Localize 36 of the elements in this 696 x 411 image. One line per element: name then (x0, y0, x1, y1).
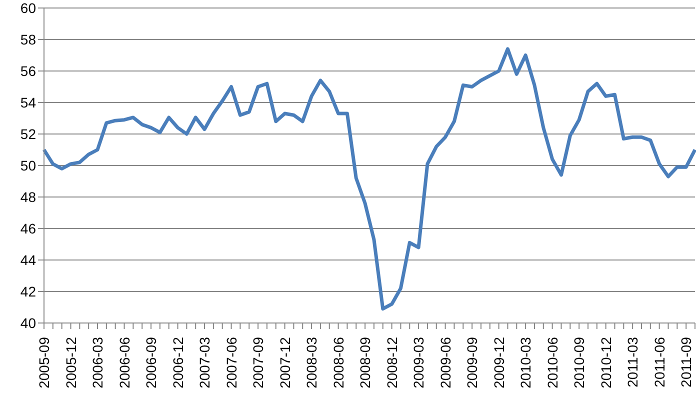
x-tick-label: 2009-09 (464, 336, 480, 388)
x-tick-label: 2011-06 (651, 336, 668, 388)
y-tick-label: 40 (20, 314, 36, 331)
x-tick-label: 2008-06 (330, 336, 346, 388)
x-tick-label: 2005-12 (62, 336, 79, 388)
x-tick-label: 2010-09 (571, 336, 588, 388)
x-tick-label: 2008-09 (357, 336, 374, 388)
y-tick-label: 60 (20, 0, 36, 16)
y-tick-label: 46 (20, 220, 36, 236)
y-tick-label: 56 (20, 62, 36, 79)
x-tick-label: 2007-12 (276, 336, 293, 388)
x-tick-label: 2010-06 (544, 336, 560, 388)
x-tick-label: 2006-06 (116, 336, 132, 388)
x-tick-label: 2006-12 (170, 336, 186, 388)
x-tick-label: 2008-12 (384, 336, 400, 388)
x-tick-label: 2011-03 (624, 336, 641, 388)
y-tick-label: 42 (20, 283, 36, 300)
x-tick-label: 2007-06 (223, 336, 240, 388)
y-tick-label: 48 (20, 188, 36, 205)
x-tick-label: 2010-12 (598, 336, 614, 388)
x-tick-label: 2007-09 (250, 336, 266, 388)
x-tick-label: 2006-03 (90, 336, 106, 388)
x-tick-label: 2009-12 (490, 336, 507, 388)
y-tick-label: 54 (20, 94, 36, 110)
x-tick-label: 2005-09 (36, 336, 52, 388)
x-tick-label: 2011-09 (678, 336, 694, 388)
y-tick-label: 52 (20, 126, 36, 142)
x-tick-label: 2009-03 (410, 336, 427, 388)
x-tick-label: 2007-03 (196, 336, 213, 388)
y-tick-label: 50 (20, 157, 36, 174)
y-tick-label: 44 (20, 252, 36, 268)
x-tick-label: 2009-06 (437, 336, 454, 388)
x-tick-label: 2010-03 (518, 336, 534, 388)
x-tick-label: 2006-09 (143, 336, 160, 388)
x-tick-label: 2008-03 (304, 336, 320, 388)
y-tick-label: 58 (20, 31, 36, 48)
